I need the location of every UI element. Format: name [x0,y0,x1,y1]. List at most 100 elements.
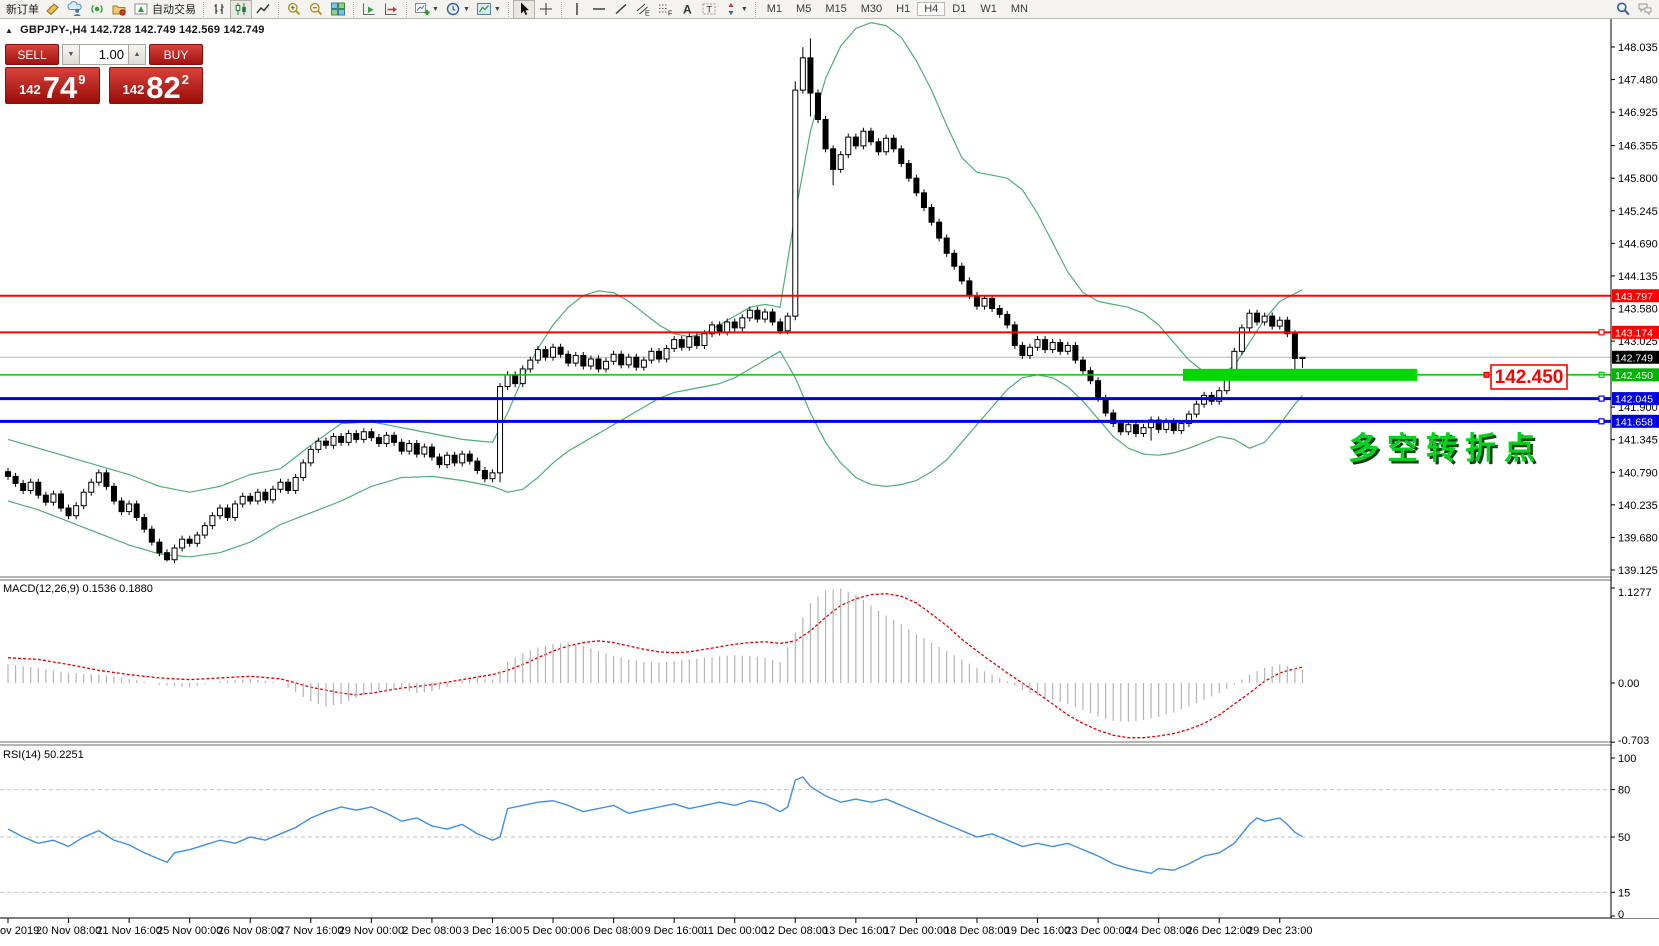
macd-label: MACD(12,26,9) 0.1536 0.1880 [3,583,153,595]
zoom-out-icon [309,2,323,16]
horizontal-line-icon[interactable] [588,1,610,18]
timeframe-button-h1[interactable]: H1 [896,3,911,15]
svg-text:A: A [683,3,692,17]
sell-price-display[interactable]: 142 74 9 [5,67,100,104]
svg-text:24 Dec 08:00: 24 Dec 08:00 [1126,925,1191,937]
toolbar-separator [754,1,756,17]
volume-increase-button[interactable]: ▲ [128,44,146,65]
volume-decrease-button[interactable]: ▼ [62,44,80,65]
search-button[interactable] [1612,1,1634,18]
svg-text:142.045: 142.045 [1615,394,1653,406]
timeframe-button-m15[interactable]: M15 [825,3,847,15]
toolbar: 新订单 自动交易 ▼ ▼ ▼ E F A T ▼ M1 M5 M15 M30 H1 H4 D1 W1 MN [0,0,1659,19]
navigator-icon[interactable] [86,1,108,18]
timeframe-button-w1[interactable]: W1 [980,3,997,15]
dropdown-caret-icon: ▼ [740,5,748,13]
svg-text:13 Dec 16:00: 13 Dec 16:00 [823,925,888,937]
tile-windows-icon[interactable] [327,1,349,18]
price-axis[interactable]: 148.035 147.480 146.925 146.355 145.800 145.2… [1610,19,1659,921]
svg-text:141.345: 141.345 [1618,435,1658,447]
svg-text:142.450: 142.450 [1615,370,1653,382]
svg-text:50: 50 [1618,832,1630,844]
equidistant-channel-icon: E [636,3,650,18]
svg-text:25 Nov 00:00: 25 Nov 00:00 [157,925,222,937]
new-chart-icon [415,3,430,15]
price-annotation-box[interactable]: 142.450 [1483,364,1568,390]
equidistant-channel-icon[interactable]: E [632,1,654,18]
candlestick-chart-icon[interactable] [230,0,252,19]
trendline-icon[interactable] [610,1,632,18]
svg-text:100: 100 [1618,753,1636,765]
svg-text:5 Dec 00:00: 5 Dec 00:00 [523,925,582,937]
fibonacci-icon[interactable]: F [654,1,676,18]
svg-text:139.680: 139.680 [1618,532,1658,544]
timeframe-button-m1[interactable]: M1 [766,3,783,15]
zoom-in-icon[interactable] [283,1,305,18]
templates-icon[interactable]: ▼ [473,1,504,18]
zoom-out-icon[interactable] [305,1,327,18]
chart-shift-icon[interactable] [380,1,402,18]
buy-price-display[interactable]: 142 82 2 [108,67,203,104]
buy-button[interactable]: BUY [149,44,203,65]
text-label-icon[interactable]: T [698,1,720,18]
macd-histogram [7,588,1304,722]
market-watch-icon [46,3,59,16]
market-watch-icon[interactable] [42,1,64,18]
timeframe-button-h4[interactable]: H4 [917,2,946,16]
new-chart-icon[interactable]: ▼ [411,1,442,18]
svg-text:11 Dec 00:00: 11 Dec 00:00 [702,925,767,937]
bar-chart-icon[interactable] [208,1,230,18]
svg-text:E: E [645,11,650,18]
autotrading-button[interactable]: 自动交易 [130,1,199,18]
vertical-line-icon[interactable] [566,1,588,18]
navigator-icon [91,4,103,14]
buy-price-sup: 2 [181,72,189,87]
panel-separators[interactable] [0,576,1659,919]
chat-icon [1638,3,1652,16]
price-tags: 143.797 143.174 142.749 142.450 142.045 141.6… [1612,289,1659,428]
tile-windows-icon [331,2,345,16]
autotrading-button-label: 自动交易 [152,4,196,16]
svg-text:18 Dec 08:00: 18 Dec 08:00 [944,925,1009,937]
data-window-icon[interactable] [64,1,86,18]
timeframe-button-m5[interactable]: M5 [796,3,812,15]
autotrading-icon [134,3,148,15]
new-order-button[interactable]: 新订单 [3,1,42,18]
svg-text:146.925: 146.925 [1618,107,1658,119]
chat-button[interactable] [1634,1,1656,18]
svg-text:142.450: 142.450 [1495,367,1564,388]
svg-text:0.00: 0.00 [1618,678,1639,690]
dropdown-caret-icon: ▼ [493,5,501,13]
svg-text:20 Nov 08:00: 20 Nov 08:00 [36,925,101,937]
svg-text:0: 0 [1618,909,1624,921]
svg-text:1.1277: 1.1277 [1618,587,1652,599]
svg-text:144.135: 144.135 [1618,271,1658,283]
auto-scroll-icon[interactable] [358,1,380,18]
svg-text:9 Dec 16:00: 9 Dec 16:00 [644,925,703,937]
toolbar-separator [203,1,204,17]
cursor-icon[interactable] [512,0,535,19]
text-icon[interactable]: A [676,1,698,18]
toolbar-separator [560,1,562,17]
line-chart-icon[interactable] [252,1,274,18]
sell-price-prefix: 142 [19,82,41,97]
timeframe-button-d1[interactable]: D1 [952,3,967,15]
volume-input[interactable] [80,44,128,65]
horizontal-level-lines[interactable] [0,294,1611,425]
rsi-panel: RSI(14) 50.2251 [0,749,1611,893]
svg-text:多空转折点: 多空转折点 [1348,431,1543,466]
sell-button[interactable]: SELL [5,44,59,65]
crosshair-icon[interactable] [535,1,557,18]
svg-text:145.800: 145.800 [1618,173,1658,185]
svg-text:T: T [706,5,712,15]
arrows-icon[interactable]: ▼ [720,1,751,18]
terminal-icon[interactable] [108,1,130,18]
timeframe-button-mn[interactable]: MN [1010,3,1028,15]
timeframe-button-m30[interactable]: M30 [860,3,883,15]
periods-icon[interactable]: ▼ [442,1,473,18]
svg-text:144.690: 144.690 [1618,238,1658,250]
